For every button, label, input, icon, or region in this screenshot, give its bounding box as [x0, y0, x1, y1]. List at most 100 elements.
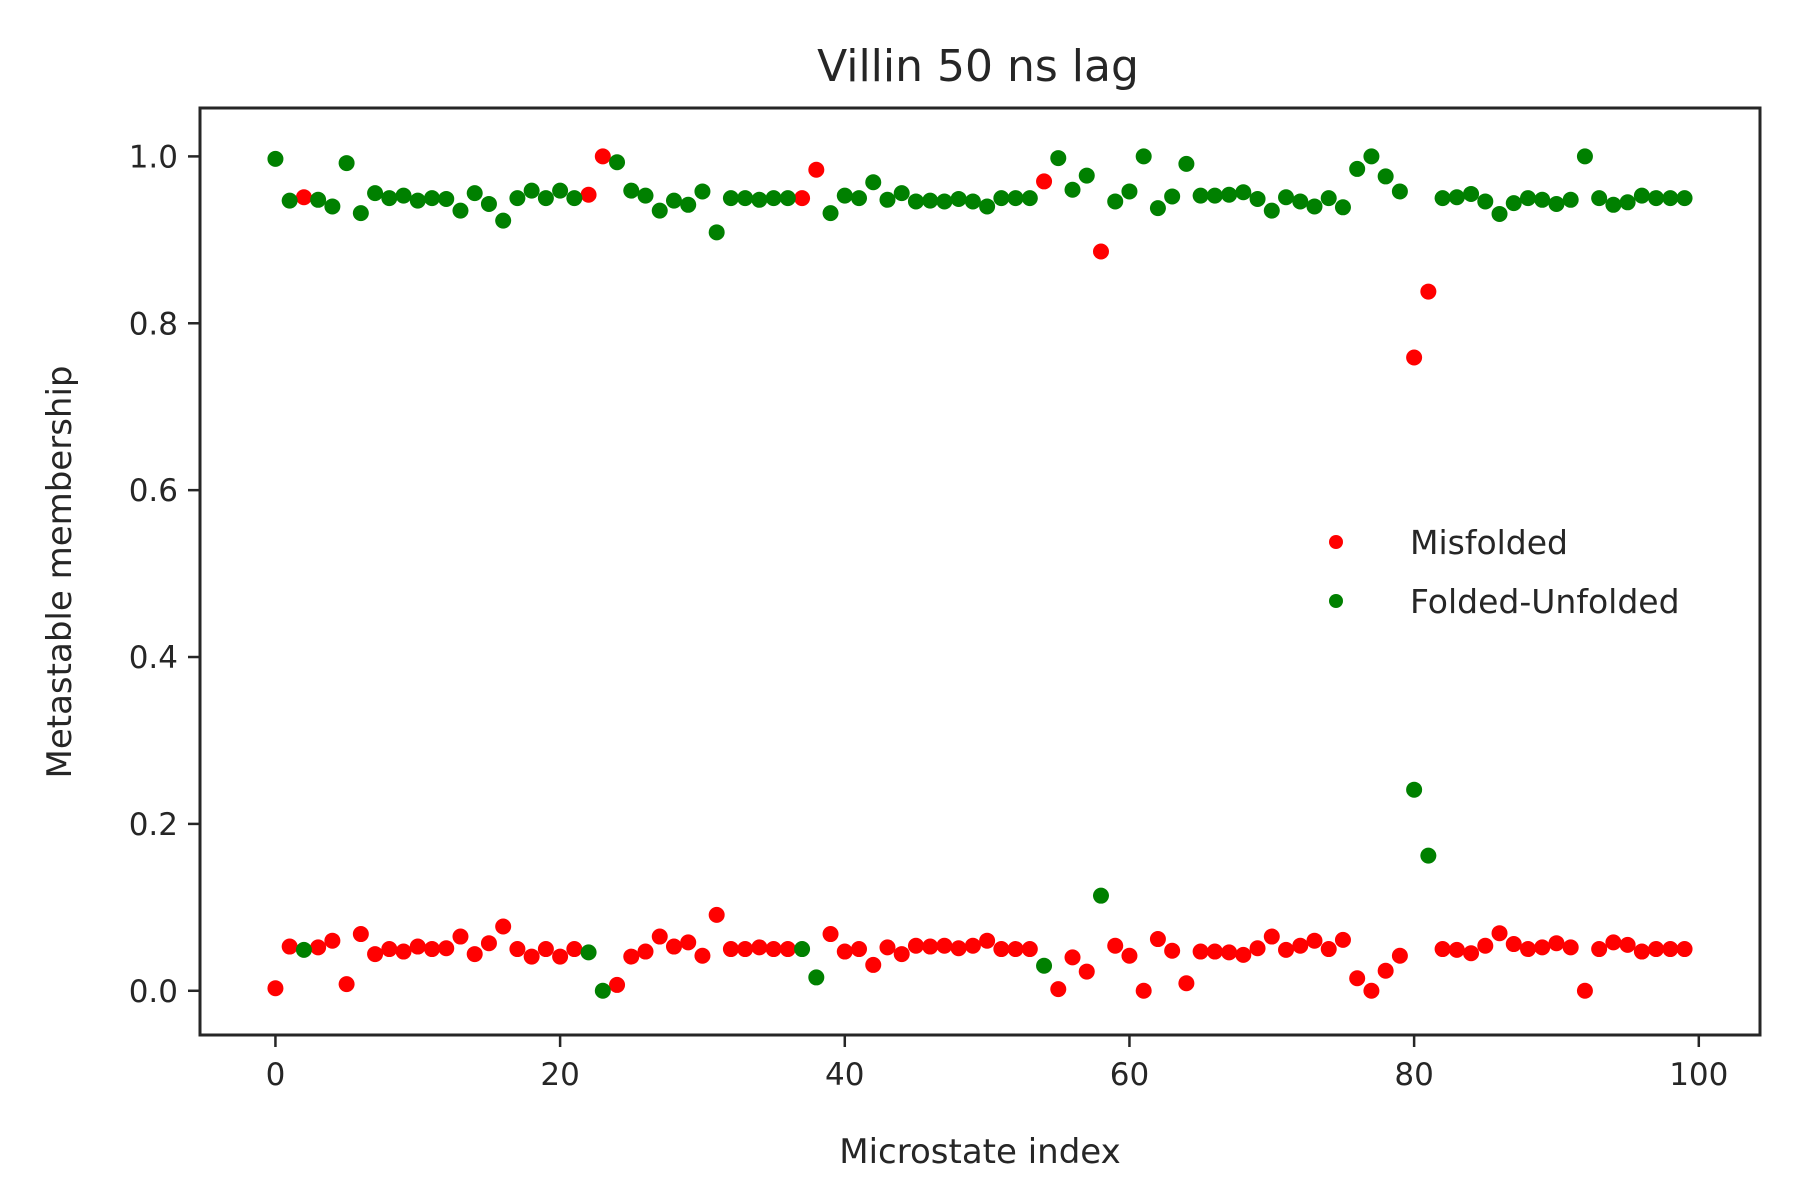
point-folded-unfolded — [851, 190, 868, 207]
point-folded-unfolded — [1021, 190, 1038, 207]
point-folded-unfolded — [1320, 190, 1337, 207]
point-folded-unfolded — [822, 205, 839, 222]
legend-label: Folded-Unfolded — [1410, 582, 1680, 621]
point-folded-unfolded — [722, 190, 739, 207]
point-folded-unfolded — [836, 187, 853, 204]
point-misfolded — [1149, 931, 1166, 948]
point-folded-unfolded — [950, 190, 967, 207]
point-misfolded — [1377, 962, 1394, 979]
point-folded-unfolded — [1363, 148, 1380, 165]
point-folded-unfolded — [1050, 150, 1067, 167]
point-folded-unfolded — [495, 212, 512, 229]
point-misfolded — [352, 926, 369, 943]
point-misfolded — [452, 928, 469, 945]
point-misfolded — [1434, 941, 1451, 958]
point-misfolded — [1662, 941, 1679, 958]
data-points — [267, 148, 1693, 999]
point-misfolded — [1519, 941, 1536, 958]
point-misfolded — [694, 947, 711, 964]
point-misfolded — [651, 928, 668, 945]
point-misfolded — [1135, 982, 1152, 999]
point-misfolded — [950, 940, 967, 957]
point-misfolded — [979, 932, 996, 949]
point-folded-unfolded — [737, 190, 754, 207]
point-misfolded — [1420, 283, 1437, 300]
point-misfolded — [737, 941, 754, 958]
point-folded-unfolded — [680, 196, 697, 213]
point-folded-unfolded — [1249, 190, 1266, 207]
point-folded-unfolded — [1149, 200, 1166, 217]
y-tick-label: 0.6 — [129, 473, 178, 509]
point-folded-unfolded — [523, 182, 540, 199]
point-folded-unfolded — [1192, 187, 1209, 204]
point-folded-unfolded — [1278, 189, 1295, 206]
point-folded-unfolded — [1576, 148, 1593, 165]
point-folded-unfolded — [352, 205, 369, 222]
point-folded-unfolded — [751, 191, 768, 208]
y-tick-label: 0.0 — [129, 974, 178, 1010]
point-folded-unfolded — [1448, 189, 1465, 206]
point-folded-unfolded — [267, 150, 284, 167]
point-misfolded — [1463, 945, 1480, 962]
point-misfolded — [1576, 982, 1593, 999]
point-misfolded — [552, 948, 569, 965]
point-misfolded — [1192, 943, 1209, 960]
point-misfolded — [281, 938, 298, 955]
point-misfolded — [751, 939, 768, 956]
point-misfolded — [1121, 947, 1138, 964]
point-misfolded — [1676, 941, 1693, 958]
point-folded-unfolded — [1306, 198, 1323, 215]
point-folded-unfolded — [537, 190, 554, 207]
point-folded-unfolded — [1605, 196, 1622, 213]
point-misfolded — [1548, 935, 1565, 952]
point-folded-unfolded — [1633, 187, 1650, 204]
point-folded-unfolded — [1178, 155, 1195, 172]
point-folded-unfolded — [1206, 187, 1223, 204]
point-misfolded — [1619, 936, 1636, 953]
point-folded-unfolded — [466, 185, 483, 202]
point-misfolded — [367, 946, 384, 963]
point-misfolded — [1278, 941, 1295, 958]
point-misfolded — [993, 941, 1010, 958]
point-folded-unfolded — [993, 190, 1010, 207]
point-folded-unfolded — [694, 183, 711, 200]
point-misfolded — [836, 943, 853, 960]
point-folded-unfolded — [1377, 168, 1394, 185]
point-folded-unfolded — [1007, 190, 1024, 207]
point-folded-unfolded — [1036, 957, 1053, 974]
point-folded-unfolded — [623, 182, 640, 199]
point-misfolded — [1334, 931, 1351, 948]
point-folded-unfolded — [1519, 190, 1536, 207]
point-folded-unfolded — [324, 198, 341, 215]
point-misfolded — [879, 939, 896, 956]
point-misfolded — [1591, 941, 1608, 958]
point-misfolded — [1235, 946, 1252, 963]
point-folded-unfolded — [367, 185, 384, 202]
point-misfolded — [1263, 928, 1280, 945]
point-misfolded — [295, 189, 312, 206]
point-misfolded — [580, 186, 597, 203]
legend: Misfolded Folded-Unfolded — [1329, 523, 1680, 621]
point-misfolded — [509, 941, 526, 958]
point-folded-unfolded — [1263, 202, 1280, 219]
x-tick-label: 40 — [825, 1057, 864, 1093]
point-misfolded — [1164, 942, 1181, 959]
point-misfolded — [1363, 982, 1380, 999]
legend-marker — [1329, 535, 1343, 549]
point-misfolded — [1050, 981, 1067, 998]
point-folded-unfolded — [1648, 190, 1665, 207]
point-misfolded — [1605, 934, 1622, 951]
point-folded-unfolded — [765, 190, 782, 207]
x-tick-label: 100 — [1669, 1057, 1728, 1093]
point-misfolded — [1562, 939, 1579, 956]
point-misfolded — [1092, 243, 1109, 260]
x-tick-label: 0 — [266, 1057, 286, 1093]
point-folded-unfolded — [794, 941, 811, 958]
y-tick-label: 1.0 — [129, 139, 178, 175]
point-folded-unfolded — [779, 190, 796, 207]
point-misfolded — [794, 190, 811, 207]
point-misfolded — [523, 948, 540, 965]
point-misfolded — [1007, 941, 1024, 958]
point-folded-unfolded — [1391, 183, 1408, 200]
